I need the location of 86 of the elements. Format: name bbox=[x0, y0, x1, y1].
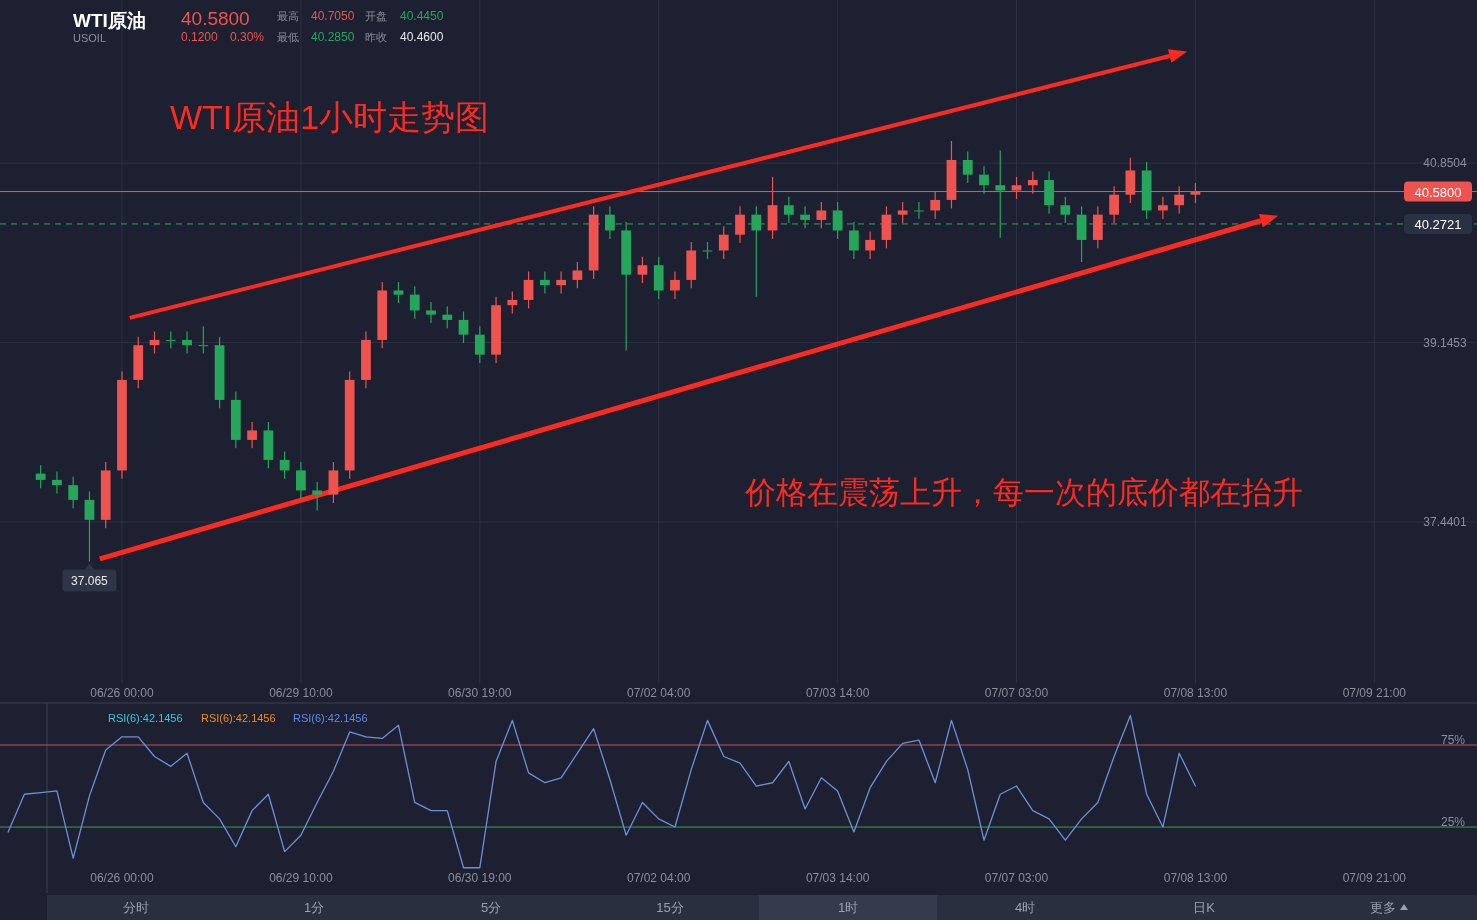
ref-line-label: 40.2721 bbox=[1414, 216, 1462, 232]
candlestick bbox=[783, 196, 794, 224]
annotation: 40.4600 bbox=[400, 30, 444, 44]
x-tick-label: 06/29 10:00 bbox=[269, 871, 333, 885]
candlestick bbox=[35, 464, 46, 489]
text: 1时 bbox=[837, 900, 859, 915]
annotation: 昨收 bbox=[365, 31, 387, 43]
price-callout: 37.065 bbox=[62, 563, 117, 592]
candlestick bbox=[474, 325, 485, 364]
candlestick bbox=[572, 261, 583, 289]
x-tick-label: 07/03 14:00 bbox=[805, 871, 870, 885]
x-tick-label: 07/09 21:00 bbox=[1342, 686, 1407, 700]
candlestick bbox=[832, 201, 843, 240]
candlestick bbox=[52, 470, 62, 495]
candlestick bbox=[296, 461, 306, 500]
candlestick bbox=[312, 481, 323, 512]
x-tick-label: 06/26 00:00 bbox=[90, 871, 154, 885]
candlestick bbox=[279, 450, 290, 480]
text: 分时 bbox=[123, 900, 149, 915]
text: 4时 bbox=[1014, 900, 1036, 915]
candlestick bbox=[735, 205, 745, 244]
candlestick bbox=[442, 305, 453, 329]
x-tick-label: 07/09 21:00 bbox=[1342, 871, 1407, 885]
annotation: RSI(6):42.1456 bbox=[108, 712, 183, 724]
candlestick bbox=[393, 281, 404, 304]
candlestick bbox=[865, 230, 876, 260]
annotation: 最低 bbox=[277, 31, 299, 43]
candlestick bbox=[539, 270, 550, 295]
candlestick bbox=[198, 325, 209, 355]
x-tick-label: 07/07 03:00 bbox=[984, 686, 1049, 700]
text: 5分 bbox=[480, 900, 502, 915]
text: 更多 bbox=[1370, 900, 1396, 915]
annotation: RSI(6):42.1456 bbox=[293, 712, 368, 724]
candlestick bbox=[409, 285, 420, 320]
annotation: WTI原油1小时走势图 bbox=[170, 98, 490, 136]
x-tick-label: 07/02 04:00 bbox=[627, 871, 691, 885]
text: 1分 bbox=[303, 900, 325, 915]
annotation: 40.5800 bbox=[181, 8, 250, 29]
candlestick bbox=[897, 201, 908, 224]
candlestick bbox=[458, 310, 469, 344]
candlestick bbox=[68, 476, 79, 509]
ref-line-label: 40.5800 bbox=[1414, 184, 1462, 200]
annotation: 价格在震荡上升，每一次的底价都在抬升 bbox=[744, 475, 1303, 510]
y-tick-label: 25% bbox=[1440, 815, 1466, 830]
candlestick bbox=[962, 150, 973, 184]
annotation: 40.4450 bbox=[400, 9, 444, 23]
text: 日K bbox=[1193, 900, 1216, 915]
x-tick-label: 06/29 10:00 bbox=[269, 686, 333, 700]
candlestick bbox=[718, 225, 729, 260]
text: WTI原油 bbox=[73, 10, 146, 31]
candlestick bbox=[84, 490, 95, 563]
x-tick-label: 07/07 03:00 bbox=[984, 871, 1049, 885]
y-tick-label: 75% bbox=[1440, 733, 1466, 747]
y-tick-label: 40.8504 bbox=[1423, 156, 1468, 171]
candlestick bbox=[247, 421, 257, 449]
candlestick bbox=[670, 270, 680, 300]
x-tick-label: 07/03 14:00 bbox=[805, 686, 870, 700]
candlestick bbox=[816, 201, 827, 229]
candlestick bbox=[979, 165, 989, 195]
y-tick-label: 39.1453 bbox=[1423, 335, 1468, 350]
annotation: 40.7050 bbox=[311, 9, 355, 23]
x-tick-label: 06/26 00:00 bbox=[90, 686, 154, 700]
x-tick-label: 07/08 13:00 bbox=[1163, 686, 1228, 700]
annotation: 40.2850 bbox=[311, 30, 355, 44]
candlestick bbox=[637, 256, 648, 284]
x-tick-label: 07/02 04:00 bbox=[627, 686, 691, 700]
candlestick bbox=[1158, 196, 1168, 220]
text: USOIL bbox=[73, 32, 107, 44]
x-tick-label: 06/30 19:00 bbox=[448, 686, 512, 700]
y-tick-label: 37.4401 bbox=[1423, 514, 1468, 529]
candlestick bbox=[523, 270, 534, 309]
candlestick bbox=[914, 201, 924, 220]
x-tick-label: 07/08 13:00 bbox=[1163, 871, 1228, 885]
annotation: 0.30% bbox=[230, 30, 265, 44]
candlestick bbox=[182, 330, 192, 355]
candlestick bbox=[556, 270, 566, 295]
annotation: 0.1200 bbox=[181, 30, 219, 44]
candlestick bbox=[426, 301, 436, 324]
text: 15分 bbox=[656, 900, 684, 915]
x-tick-label: 06/30 19:00 bbox=[448, 871, 512, 885]
annotation: 最高 bbox=[277, 10, 299, 22]
annotation: 37.065 bbox=[71, 574, 109, 589]
candlestick bbox=[507, 290, 518, 315]
annotation: 开盘 bbox=[365, 10, 387, 22]
annotation: RSI(6):42.1456 bbox=[201, 712, 276, 724]
candlestick bbox=[1060, 196, 1071, 224]
